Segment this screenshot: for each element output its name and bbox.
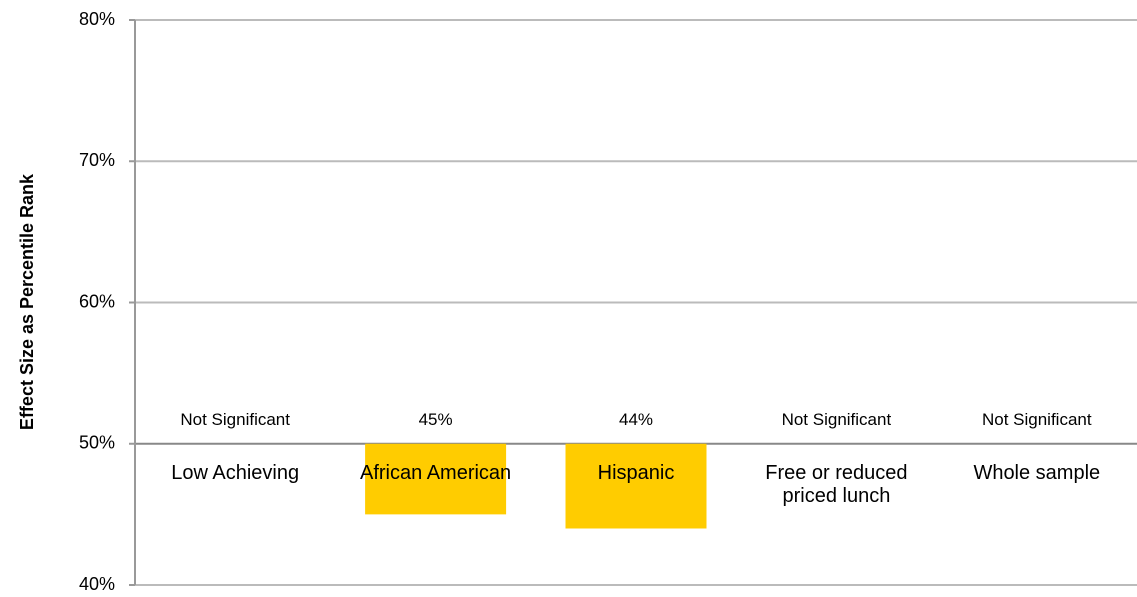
bar (365, 443, 507, 515)
not-significant-label-box: Not Significant (180, 409, 290, 429)
x-tick-label: Low Achieving (171, 461, 300, 484)
data-label: 44% (618, 409, 654, 429)
not-significant-label: Not Significant (180, 409, 290, 429)
x-tick-label-box: Free or reduced priced lunch (765, 461, 908, 507)
y-tick-label: 60% (79, 291, 115, 311)
x-tick-label-box: Low Achieving (171, 461, 300, 484)
not-significant-label-box: Not Significant (781, 409, 892, 429)
data-label-box: 44% (618, 409, 654, 429)
x-tick-label-box: Whole sample (973, 461, 1101, 484)
x-tick-label: Hispanic (597, 461, 675, 484)
not-significant-label-box: Not Significant (981, 409, 1092, 429)
not-significant-label: Not Significant (781, 409, 892, 429)
x-tick-label: African American (360, 461, 512, 484)
x-tick-label: Whole sample (973, 461, 1101, 484)
y-axis-label: Effect Size as Percentile Rank (17, 173, 37, 430)
y-tick-label: 40% (79, 574, 115, 594)
y-tick-label: 80% (79, 9, 115, 29)
data-label: 45% (418, 409, 453, 429)
x-tick-label-box: African American (360, 461, 512, 484)
not-significant-label: Not Significant (981, 409, 1092, 429)
y-tick-label: 50% (79, 433, 115, 453)
data-label-box: 45% (418, 409, 453, 429)
bar (565, 443, 707, 529)
x-tick-label: Free or reduced priced lunch (765, 461, 908, 507)
x-tick-label-box: Hispanic (597, 461, 675, 484)
y-tick-label: 70% (79, 150, 115, 170)
